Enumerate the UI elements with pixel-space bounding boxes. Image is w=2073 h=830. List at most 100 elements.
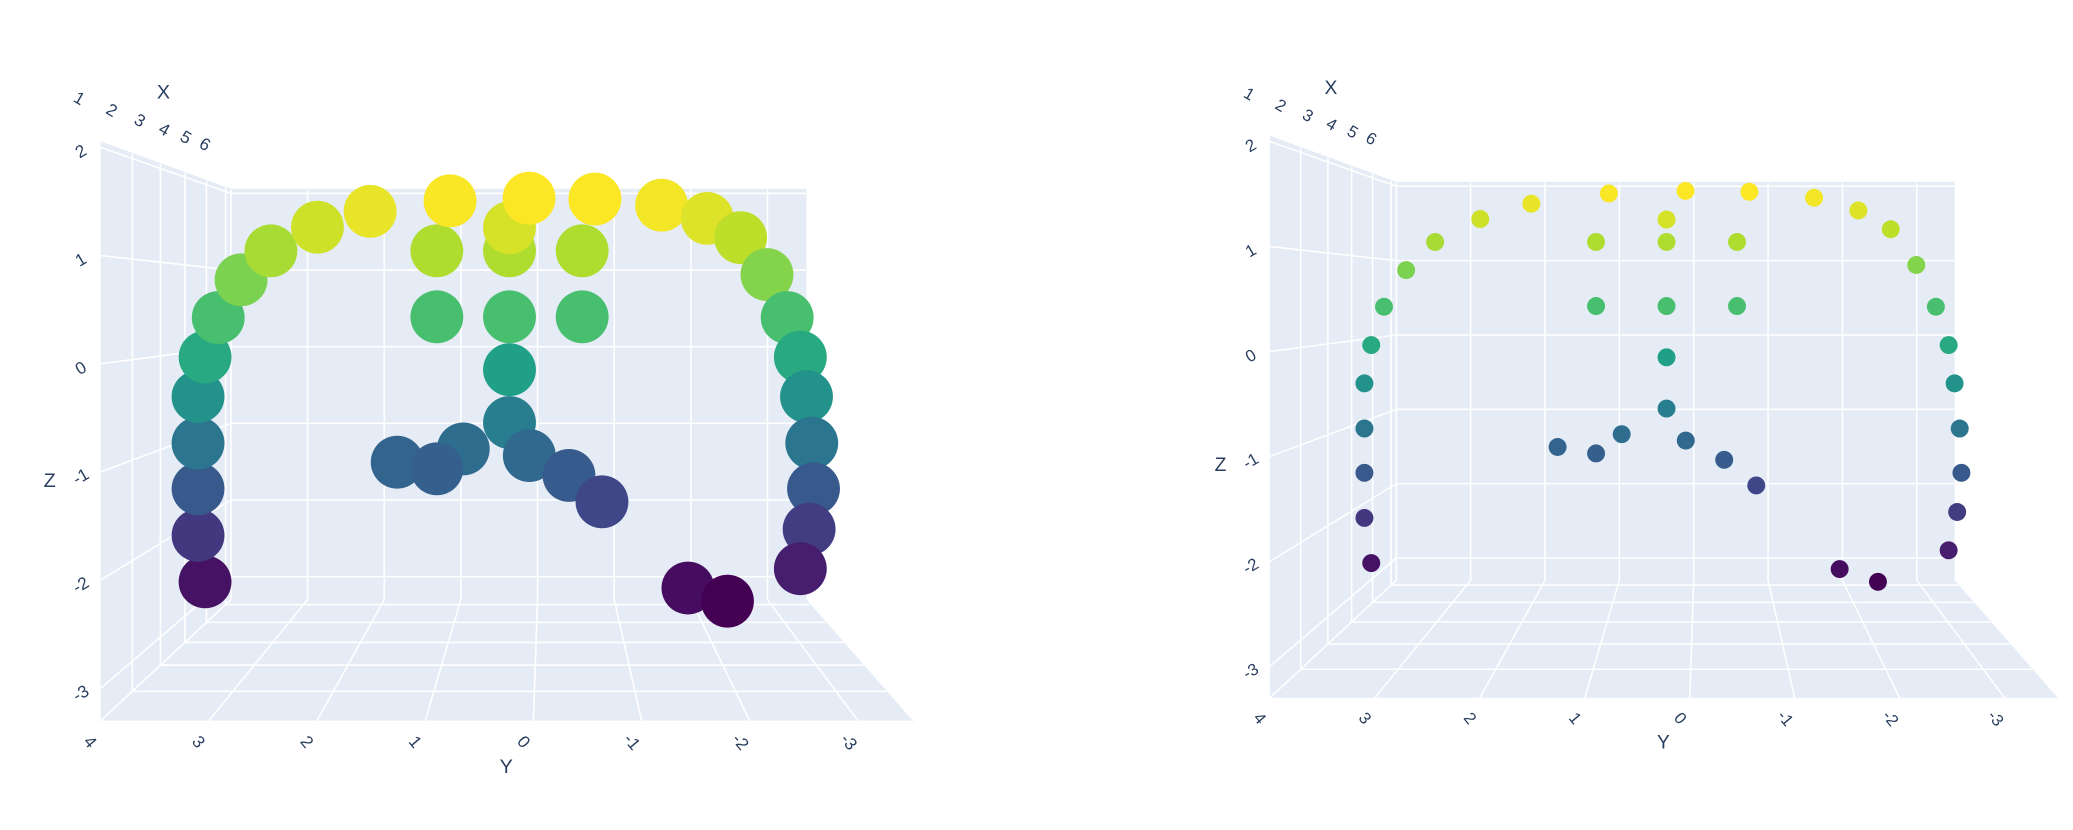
point xyxy=(1657,297,1676,316)
point xyxy=(568,172,622,226)
point xyxy=(1657,399,1676,418)
point xyxy=(1612,425,1631,444)
point xyxy=(1676,181,1695,200)
point xyxy=(1375,297,1393,316)
z-tick-label: -2 xyxy=(1240,554,1262,578)
point xyxy=(171,508,225,562)
x-tick-label: 6 xyxy=(196,133,214,155)
z-tick-label: 0 xyxy=(72,357,90,379)
x-tick-label: 1 xyxy=(70,87,88,109)
grid-line xyxy=(99,599,232,723)
point xyxy=(1747,476,1766,495)
grid-line xyxy=(99,146,232,195)
floor xyxy=(98,598,915,723)
axis-title: Y xyxy=(1657,732,1670,753)
point xyxy=(785,416,839,470)
point xyxy=(780,370,833,424)
floor xyxy=(1267,579,2060,700)
x-tick-label: 3 xyxy=(1299,105,1317,126)
point xyxy=(171,462,225,516)
point xyxy=(370,435,424,489)
point xyxy=(1548,438,1567,456)
y-tick-label: -3 xyxy=(837,729,862,754)
y-tick-label: 2 xyxy=(1460,709,1481,728)
point xyxy=(410,224,464,278)
point xyxy=(773,542,827,596)
point xyxy=(343,184,397,238)
point xyxy=(635,178,689,232)
grid-line xyxy=(1478,579,1546,699)
point xyxy=(1950,419,1969,438)
point xyxy=(244,224,298,278)
point xyxy=(1939,336,1958,355)
z-tick-label: -3 xyxy=(69,680,92,705)
point xyxy=(1355,374,1374,393)
grid-line xyxy=(690,599,751,722)
grid-line xyxy=(1373,579,1472,699)
point xyxy=(1926,297,1945,316)
z-tick-label: 0 xyxy=(1242,345,1260,366)
y-tick-label: -1 xyxy=(1773,707,1797,731)
point xyxy=(291,200,344,254)
point xyxy=(1715,450,1734,469)
grid-line xyxy=(532,599,539,722)
grid-line xyxy=(613,599,643,722)
point xyxy=(171,416,225,470)
grid-line xyxy=(99,254,232,271)
point xyxy=(782,502,836,556)
grid-line xyxy=(1916,579,2006,699)
y-tick-label: 0 xyxy=(513,732,534,752)
point xyxy=(1362,336,1381,355)
point xyxy=(1907,256,1926,274)
z-tick-label: 2 xyxy=(1242,135,1260,156)
y-tick-label: 2 xyxy=(296,732,317,752)
point xyxy=(1728,297,1746,316)
grid-line xyxy=(1268,557,1397,668)
point xyxy=(1471,210,1490,228)
z-tick-label: -3 xyxy=(1240,659,1262,683)
grid-line xyxy=(1688,580,1695,699)
y-tick-label: 0 xyxy=(1670,709,1691,728)
point xyxy=(483,290,536,344)
axis-title: Z xyxy=(1215,455,1227,476)
grid-line xyxy=(1583,580,1621,699)
point xyxy=(502,429,556,483)
z-tick-label: 2 xyxy=(72,140,90,162)
point xyxy=(502,171,556,225)
x-tick-label: 5 xyxy=(1344,121,1362,142)
point xyxy=(1522,194,1541,213)
point xyxy=(787,462,840,516)
z-tick-label: -1 xyxy=(1240,449,1262,473)
z-tick-label: -1 xyxy=(69,464,92,489)
x-tick-label: 2 xyxy=(1272,95,1290,116)
point xyxy=(1355,463,1374,482)
x-tick-label: 4 xyxy=(155,118,174,140)
point xyxy=(178,555,232,609)
point xyxy=(410,442,464,496)
y-tick-label: 3 xyxy=(188,732,209,752)
point xyxy=(1849,201,1868,220)
point xyxy=(1676,431,1695,450)
point xyxy=(1740,182,1759,201)
y-tick-label: 4 xyxy=(1250,709,1271,728)
z-tick-label: 1 xyxy=(1242,240,1260,261)
axis-title: Z xyxy=(44,470,56,492)
axis-title: X xyxy=(157,81,170,103)
point xyxy=(555,290,609,344)
point xyxy=(1952,463,1971,482)
grid-line xyxy=(1841,579,1901,699)
x-tick-label: 4 xyxy=(1323,114,1341,135)
grid-line xyxy=(1269,245,1397,262)
grid-line xyxy=(1268,482,1397,563)
point xyxy=(1587,444,1606,463)
point xyxy=(1587,232,1606,251)
point xyxy=(1805,188,1824,207)
y-tick-label: 3 xyxy=(1355,709,1376,728)
grid-line xyxy=(1268,579,1397,700)
x-tick-label: 6 xyxy=(1362,128,1380,149)
point xyxy=(1868,572,1887,591)
